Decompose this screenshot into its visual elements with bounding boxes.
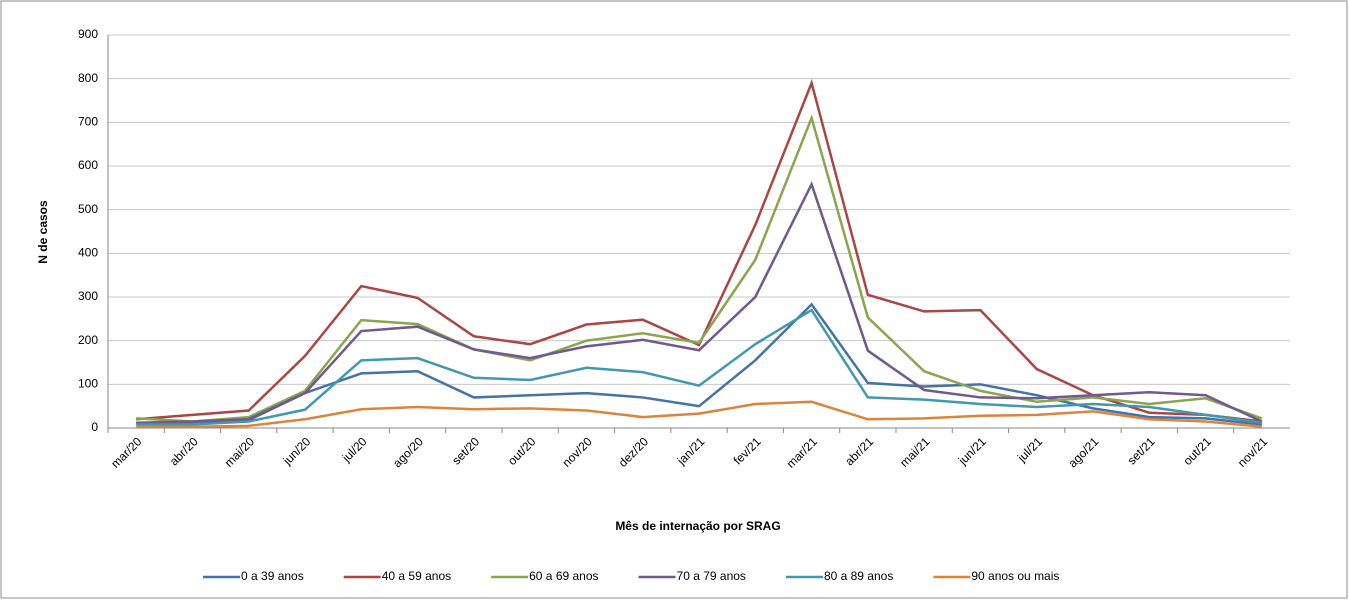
y-tick-label: 0	[91, 420, 98, 434]
x-axis-label: Mês de internação por SRAG	[615, 519, 780, 533]
y-axis-label: N de casos	[36, 200, 50, 264]
series-line	[136, 114, 1263, 423]
y-tick-label: 400	[78, 246, 98, 260]
series-line	[136, 181, 1263, 425]
y-tick-label: 200	[78, 333, 98, 347]
legend-label: 80 a 89 anos	[824, 569, 893, 583]
legend-label: 0 a 39 anos	[241, 569, 304, 583]
y-tick-label: 900	[78, 27, 98, 41]
y-tick-label: 500	[78, 202, 98, 216]
y-tick-label: 300	[78, 289, 98, 303]
y-tick-label: 100	[78, 377, 98, 391]
legend-label: 70 a 79 anos	[677, 569, 746, 583]
series-line	[136, 79, 1263, 423]
series-line	[136, 400, 1262, 428]
y-tick-label: 700	[78, 115, 98, 129]
series-line	[136, 308, 1263, 426]
legend-label: 60 a 69 anos	[529, 569, 598, 583]
legend-label: 40 a 59 anos	[382, 569, 451, 583]
y-tick-label: 600	[78, 158, 98, 172]
legend-label: 90 anos ou mais	[971, 569, 1059, 583]
y-tick-label: 800	[78, 71, 98, 85]
